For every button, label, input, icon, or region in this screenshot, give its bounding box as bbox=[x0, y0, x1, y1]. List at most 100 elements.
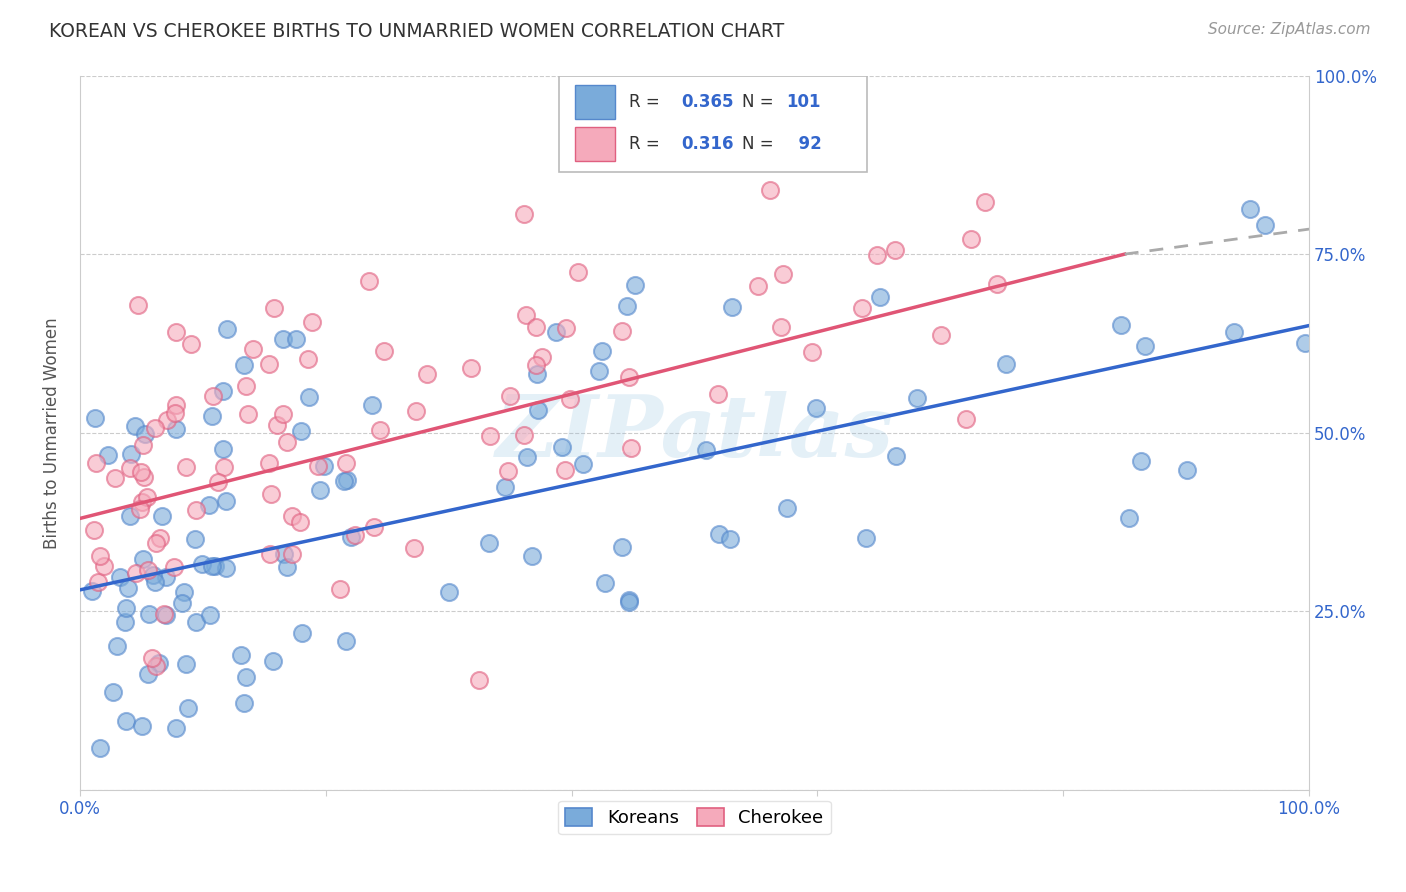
Point bbox=[617, 369, 640, 384]
Point bbox=[769, 319, 792, 334]
Point bbox=[105, 639, 128, 653]
Point bbox=[184, 532, 207, 546]
Point bbox=[747, 279, 769, 293]
Point bbox=[806, 401, 828, 415]
Point bbox=[707, 387, 730, 401]
Point bbox=[142, 567, 165, 582]
Point bbox=[707, 527, 730, 541]
Point bbox=[232, 358, 254, 372]
Point bbox=[721, 301, 744, 315]
Point bbox=[593, 575, 616, 590]
Point bbox=[405, 404, 427, 418]
Point bbox=[232, 696, 254, 710]
Point bbox=[131, 438, 153, 452]
Text: R =: R = bbox=[630, 135, 665, 153]
Text: KOREAN VS CHEROKEE BIRTHS TO UNMARRIED WOMEN CORRELATION CHART: KOREAN VS CHEROKEE BIRTHS TO UNMARRIED W… bbox=[49, 22, 785, 41]
Point bbox=[165, 721, 187, 735]
Point bbox=[290, 424, 312, 438]
Point bbox=[115, 601, 138, 615]
Point bbox=[260, 486, 283, 500]
Point bbox=[619, 593, 641, 607]
Point bbox=[204, 558, 226, 573]
Point bbox=[959, 232, 981, 246]
Point bbox=[242, 342, 264, 356]
Point bbox=[312, 458, 335, 473]
Point bbox=[165, 398, 187, 412]
Point bbox=[335, 456, 357, 470]
Point bbox=[97, 448, 120, 462]
Point bbox=[339, 530, 361, 544]
Point bbox=[363, 520, 385, 534]
Point bbox=[155, 412, 177, 426]
Point bbox=[212, 460, 235, 475]
Point bbox=[173, 584, 195, 599]
Point bbox=[276, 434, 298, 449]
Point bbox=[170, 596, 193, 610]
Point bbox=[163, 407, 186, 421]
Point bbox=[104, 471, 127, 485]
Point bbox=[186, 503, 208, 517]
Point bbox=[1118, 510, 1140, 524]
Point bbox=[1109, 318, 1132, 332]
Point bbox=[759, 183, 782, 197]
Text: N =: N = bbox=[742, 135, 779, 153]
Point bbox=[83, 523, 105, 537]
Point bbox=[610, 541, 633, 555]
Point bbox=[174, 657, 197, 672]
Text: 92: 92 bbox=[787, 135, 821, 153]
Point bbox=[108, 570, 131, 584]
Point bbox=[290, 626, 312, 640]
Text: 0.365: 0.365 bbox=[681, 93, 734, 112]
Point bbox=[524, 320, 547, 334]
Point bbox=[180, 337, 202, 351]
Point bbox=[120, 447, 142, 461]
Point bbox=[546, 326, 568, 340]
Point bbox=[335, 634, 357, 648]
Text: 0.316: 0.316 bbox=[681, 135, 734, 153]
Point bbox=[516, 450, 538, 464]
Point bbox=[136, 667, 159, 681]
Point bbox=[117, 581, 139, 595]
Point bbox=[886, 449, 908, 463]
Point bbox=[554, 463, 576, 477]
Point bbox=[153, 607, 176, 621]
Point bbox=[235, 669, 257, 683]
Point bbox=[307, 459, 329, 474]
Point bbox=[235, 379, 257, 393]
FancyBboxPatch shape bbox=[560, 76, 866, 172]
Text: 101: 101 bbox=[787, 93, 821, 112]
Point bbox=[284, 332, 307, 346]
FancyBboxPatch shape bbox=[575, 85, 614, 120]
Point bbox=[129, 466, 152, 480]
Point bbox=[198, 607, 221, 622]
Point bbox=[127, 298, 149, 312]
Point bbox=[360, 398, 382, 412]
Point bbox=[266, 417, 288, 432]
Point bbox=[460, 361, 482, 376]
Point bbox=[567, 265, 589, 279]
Point bbox=[271, 407, 294, 421]
Point bbox=[554, 320, 576, 334]
Text: N =: N = bbox=[742, 93, 779, 112]
Point bbox=[1130, 454, 1153, 468]
Point bbox=[207, 475, 229, 489]
Point bbox=[211, 384, 233, 398]
Point bbox=[259, 358, 281, 372]
Point bbox=[309, 483, 332, 497]
Point bbox=[184, 615, 207, 630]
Point bbox=[163, 559, 186, 574]
Point bbox=[624, 277, 647, 292]
Point bbox=[215, 561, 238, 575]
Point bbox=[905, 391, 928, 405]
Text: ZIPatlas: ZIPatlas bbox=[495, 391, 894, 475]
Point bbox=[591, 343, 613, 358]
Point bbox=[276, 559, 298, 574]
Point bbox=[929, 328, 952, 343]
Point bbox=[558, 392, 581, 407]
Point bbox=[1223, 325, 1246, 339]
Point bbox=[718, 532, 741, 546]
Point bbox=[1239, 202, 1261, 217]
Point bbox=[883, 244, 905, 258]
Point bbox=[177, 701, 200, 715]
Point bbox=[478, 536, 501, 550]
